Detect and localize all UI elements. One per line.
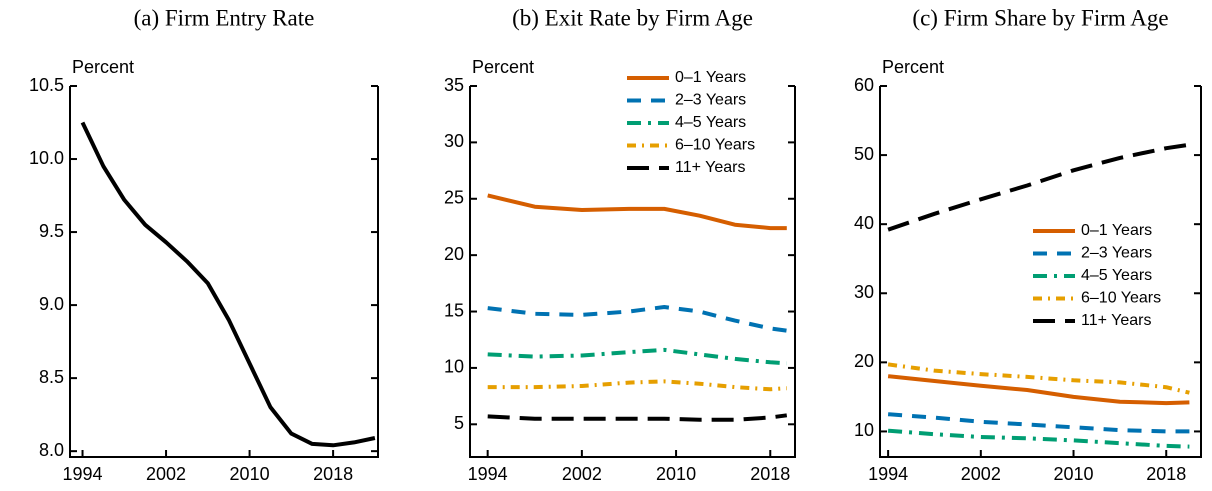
series-line [80,121,376,448]
panel-title: (b) Exit Rate by Firm Age [512,5,753,30]
y-tick-label: 25 [444,188,464,208]
y-tick-label: 10.5 [29,75,64,95]
y-tick-label: 10 [854,420,874,440]
x-tick-label: 2002 [961,464,1001,484]
series-line [887,428,1190,449]
x-tick-label: 2010 [1054,464,1094,484]
x-tick-label: 2010 [656,464,696,484]
y-tick-label: 8.5 [39,367,64,387]
legend-label: 0–1 Years [1081,222,1152,239]
panel-title: (a) Firm Entry Rate [134,5,315,30]
y-tick-label: 20 [444,244,464,264]
y-tick-label: 35 [444,75,464,95]
x-tick-label: 2018 [313,464,353,484]
y-tick-label: 15 [444,300,464,320]
x-tick-label: 1994 [868,464,908,484]
y-tick-label: 8.0 [39,440,64,460]
legend-label: 2–3 Years [1081,245,1152,262]
series-line [487,305,788,333]
series-line [887,412,1190,434]
x-tick-label: 1994 [468,464,508,484]
y-tick-label: 20 [854,351,874,371]
x-tick-label: 2002 [146,464,186,484]
y-tick-label: 30 [854,282,874,302]
y-tick-label: 10.0 [29,148,64,168]
series-line [487,379,787,392]
legend-label: 2–3 Years [675,92,746,109]
legend-label: 11+ Years [1081,312,1151,329]
x-tick-label: 1994 [63,464,103,484]
legend-label: 6–10 Years [1081,290,1161,307]
legend-label: 4–5 Years [675,114,746,131]
legend-label: 4–5 Years [1081,267,1152,284]
y-axis-label: Percent [882,57,944,77]
series-line [487,413,788,422]
series-line [887,142,1190,232]
x-tick-label: 2010 [230,464,270,484]
series-line [487,193,787,231]
y-tick-label: 10 [444,357,464,377]
legend-label: 6–10 Years [675,137,755,154]
series-line [887,362,1190,395]
x-tick-label: 2002 [562,464,602,484]
y-axis-label: Percent [472,57,534,77]
y-tick-label: 9.0 [39,294,64,314]
x-tick-label: 2018 [1146,464,1186,484]
x-tick-label: 2018 [750,464,790,484]
y-tick-label: 60 [854,75,874,95]
y-tick-label: 5 [454,413,464,433]
series-line [887,374,1190,406]
legend-label: 11+ Years [675,159,745,176]
series-line [487,347,787,366]
y-tick-label: 9.5 [39,221,64,241]
y-tick-label: 40 [854,213,874,233]
y-tick-label: 50 [854,144,874,164]
panel-title: (c) Firm Share by Firm Age [912,5,1168,30]
legend-label: 0–1 Years [675,69,746,86]
y-tick-label: 30 [444,131,464,151]
y-axis-label: Percent [72,57,134,77]
